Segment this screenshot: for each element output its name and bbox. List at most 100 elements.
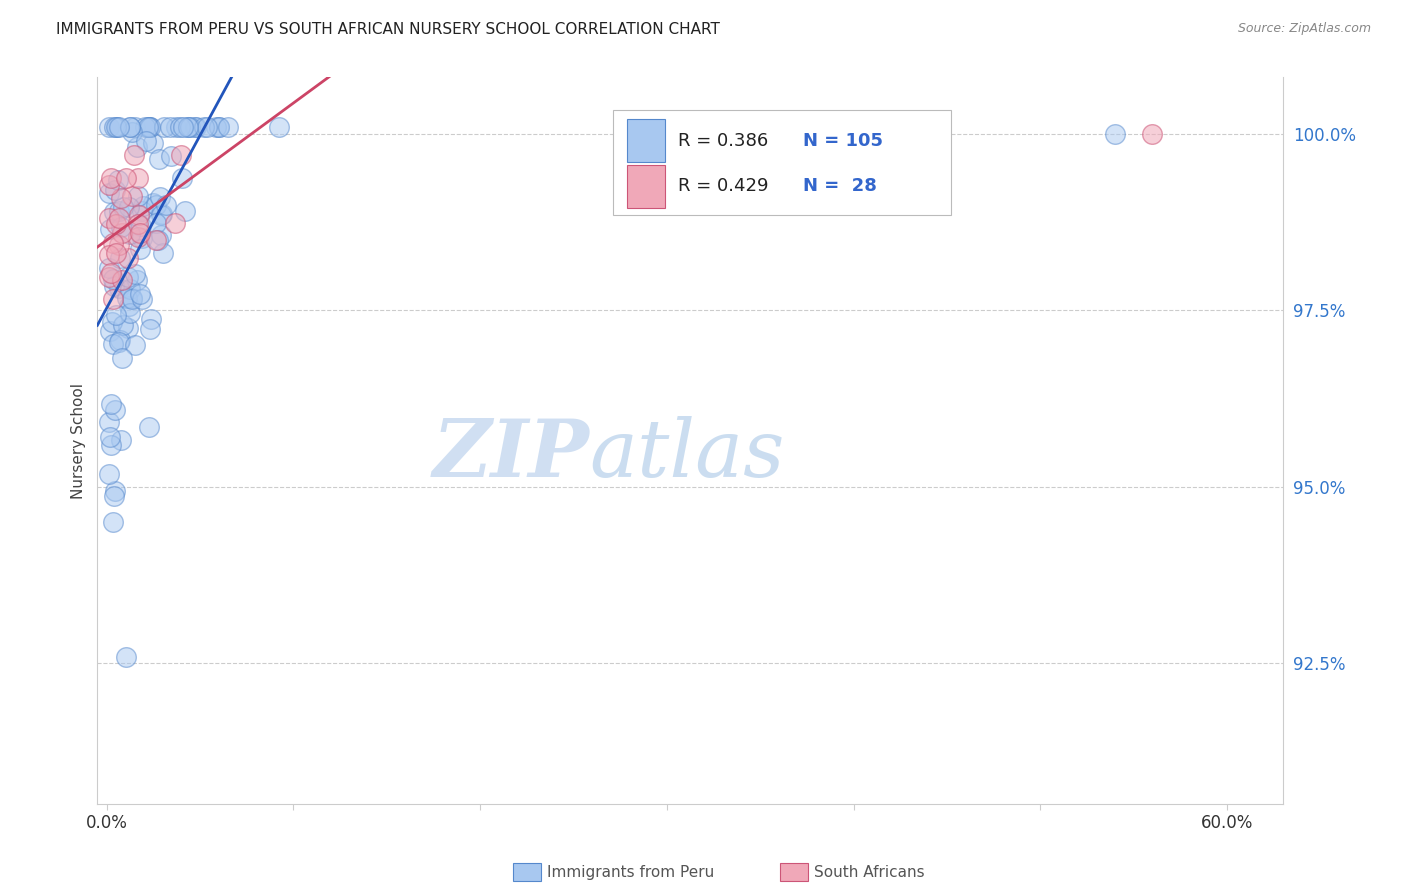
Point xyxy=(120,306,142,320)
Point xyxy=(111,273,134,287)
Point xyxy=(98,222,121,236)
Point xyxy=(217,120,239,134)
Point xyxy=(101,292,124,306)
Bar xyxy=(627,165,665,208)
Point xyxy=(97,186,120,201)
Point xyxy=(138,120,160,134)
Point xyxy=(172,170,194,185)
Point xyxy=(152,246,174,260)
Point xyxy=(145,233,167,247)
Point xyxy=(131,203,153,218)
Point xyxy=(118,282,141,296)
FancyBboxPatch shape xyxy=(613,110,950,216)
Point xyxy=(128,227,150,241)
Point xyxy=(184,120,207,134)
Point xyxy=(128,287,150,301)
Point xyxy=(205,120,228,134)
Point xyxy=(139,311,162,326)
Point xyxy=(97,269,120,284)
Point xyxy=(108,281,131,295)
Point xyxy=(184,120,207,134)
Point xyxy=(121,189,143,203)
Point xyxy=(111,227,134,241)
Point xyxy=(103,120,125,134)
Point xyxy=(107,173,129,187)
Point xyxy=(100,170,122,185)
Point xyxy=(103,205,125,219)
Text: Source: ZipAtlas.com: Source: ZipAtlas.com xyxy=(1237,22,1371,36)
Point xyxy=(100,397,122,411)
Point xyxy=(103,236,125,251)
Point xyxy=(135,134,157,148)
Point xyxy=(127,273,149,287)
Point xyxy=(1142,127,1164,141)
Point xyxy=(159,120,181,134)
Point xyxy=(153,120,176,134)
Point xyxy=(160,149,183,163)
Text: IMMIGRANTS FROM PERU VS SOUTH AFRICAN NURSERY SCHOOL CORRELATION CHART: IMMIGRANTS FROM PERU VS SOUTH AFRICAN NU… xyxy=(56,22,720,37)
Point xyxy=(110,251,132,265)
Text: atlas: atlas xyxy=(589,417,785,494)
Point xyxy=(124,267,146,281)
Point xyxy=(172,120,194,134)
Point xyxy=(104,403,127,417)
Point xyxy=(101,336,124,351)
Point xyxy=(149,228,172,243)
Point xyxy=(208,120,231,134)
Point xyxy=(124,338,146,352)
Point xyxy=(101,315,124,329)
Point xyxy=(121,292,143,306)
Point xyxy=(139,120,162,134)
Point xyxy=(170,148,193,162)
Point xyxy=(129,242,152,256)
Point xyxy=(105,246,128,260)
Point xyxy=(145,198,167,212)
Point xyxy=(105,309,128,323)
Point xyxy=(118,120,141,134)
Point xyxy=(163,216,186,230)
Point xyxy=(118,299,141,313)
Point xyxy=(107,204,129,219)
Point xyxy=(169,120,191,134)
Point xyxy=(131,231,153,245)
Text: R = 0.386: R = 0.386 xyxy=(678,132,769,150)
Y-axis label: Nursery School: Nursery School xyxy=(72,383,86,499)
Point xyxy=(138,420,160,434)
Point xyxy=(138,322,160,336)
Point xyxy=(111,200,134,214)
Point xyxy=(97,248,120,262)
Point xyxy=(118,200,141,214)
Point xyxy=(103,279,125,293)
Point xyxy=(129,219,152,233)
Point xyxy=(134,120,156,134)
Point xyxy=(110,191,132,205)
Point xyxy=(108,211,131,226)
Point xyxy=(122,148,145,162)
Point xyxy=(105,120,128,134)
Point xyxy=(127,140,149,154)
Point xyxy=(193,120,215,134)
Point xyxy=(108,238,131,252)
Point xyxy=(100,437,122,451)
Point xyxy=(174,204,197,219)
Point xyxy=(1104,127,1126,141)
Point xyxy=(127,217,149,231)
Point xyxy=(121,125,143,139)
Point xyxy=(121,291,143,305)
Point xyxy=(179,120,201,134)
Text: ZIP: ZIP xyxy=(433,417,589,494)
Point xyxy=(208,120,231,134)
Point xyxy=(177,120,200,134)
Point xyxy=(267,120,290,134)
Point xyxy=(110,433,132,447)
Point xyxy=(104,217,127,231)
Point xyxy=(142,136,165,150)
Point xyxy=(97,415,120,429)
Point xyxy=(100,266,122,280)
Point xyxy=(131,292,153,306)
Point xyxy=(118,120,141,134)
Point xyxy=(155,198,177,212)
Point xyxy=(110,220,132,235)
Point xyxy=(127,230,149,244)
Point xyxy=(115,649,138,664)
